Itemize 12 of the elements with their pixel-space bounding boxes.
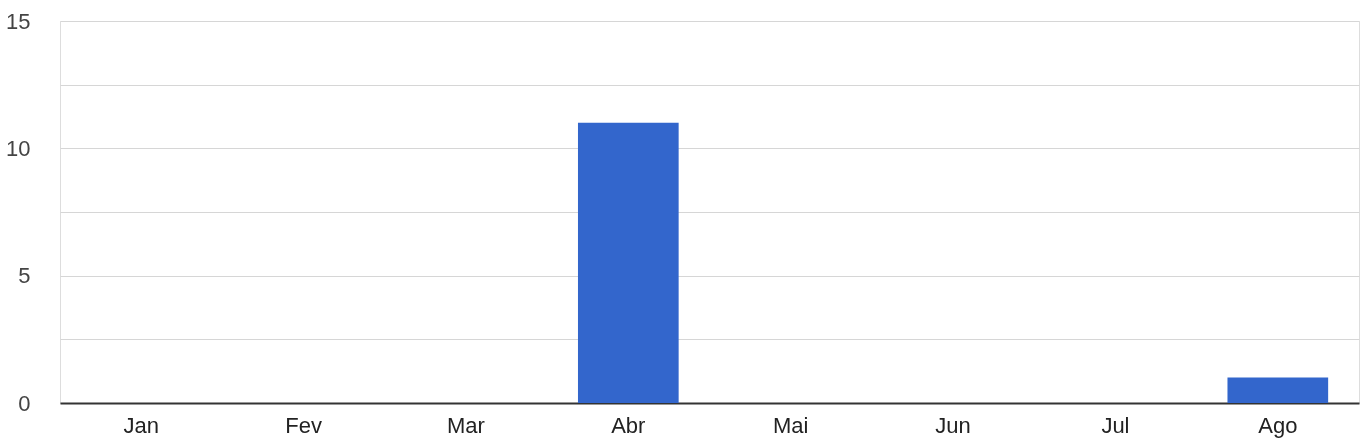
x-tick-label: Fev [285,412,322,438]
x-tick-label: Mar [446,412,485,438]
x-tick-label: Jun [935,412,971,438]
x-tick-label: Mai [772,412,809,438]
y-tick-label: 15 [6,8,31,34]
y-tick-label: 0 [18,390,31,416]
y-tick-label: 5 [18,263,31,289]
x-tick-label: Abr [611,412,646,438]
y-tick-label: 10 [6,135,31,161]
x-tick-label: Jan [123,412,159,438]
x-tick-label: Ago [1258,412,1298,438]
x-tick-label: Jul [1101,412,1130,438]
